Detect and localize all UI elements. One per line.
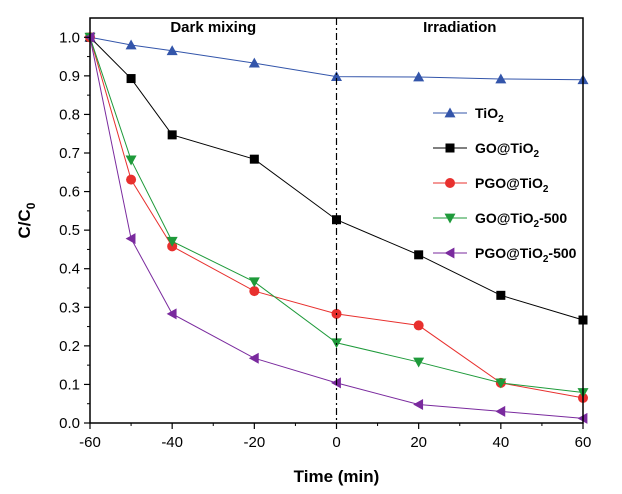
legend-entry: GO@TiO2	[433, 140, 540, 160]
y-tick-label: 0.8	[59, 106, 80, 123]
data-point	[413, 320, 424, 331]
data-point	[125, 155, 137, 166]
data-point	[413, 357, 425, 368]
x-tick-label: 40	[492, 434, 509, 451]
legend-entry: PGO@TiO2-500	[433, 245, 577, 265]
y-tick-label: 0.7	[59, 145, 80, 162]
legend-label-main: GO@TiO	[475, 210, 534, 226]
x-axis-title: Time (min)	[294, 467, 380, 486]
axis-ticks: -60 -40 -20 0 20 40 60 0.0 0.1 0.2 0.3 0.4 0.5 0.6 0.7…	[59, 29, 591, 451]
data-point	[414, 250, 424, 260]
data-point	[249, 286, 260, 297]
data-point	[126, 174, 137, 185]
legend-swatch-marker	[444, 107, 456, 118]
y-tick-label: 0.1	[59, 376, 80, 393]
data-point	[248, 277, 260, 288]
data-point	[166, 308, 177, 320]
legend-label-sub: 2	[534, 219, 540, 230]
legend-swatch-marker	[445, 143, 455, 153]
series-line	[89, 37, 584, 419]
data-point	[125, 233, 136, 245]
legend-entry: GO@TiO2-500	[433, 210, 567, 230]
data-point	[248, 352, 259, 364]
legend-label-sub: 2	[543, 254, 549, 265]
data-point	[331, 71, 342, 82]
data-point	[413, 398, 424, 410]
series-line	[89, 36, 584, 321]
legend-label: PGO@TiO2-500	[475, 245, 577, 265]
legend-swatch-marker	[445, 178, 455, 188]
y-axis-title-subscript: 0	[24, 202, 38, 209]
legend-entry: PGO@TiO2	[433, 175, 549, 195]
y-tick-label: 0.6	[59, 184, 80, 201]
legend: TiO2GO@TiO2PGO@TiO2GO@TiO2-500PGO@TiO2-5…	[433, 105, 577, 265]
x-tick-label: 20	[410, 434, 427, 451]
dark-mixing-label: Dark mixing	[170, 19, 256, 36]
series-line	[89, 37, 584, 399]
data-point	[166, 45, 178, 56]
irradiation-label: Irradiation	[423, 19, 496, 36]
x-tick-label: -60	[79, 434, 101, 451]
legend-label-main: PGO@TiO	[475, 175, 543, 191]
legend-label-sub: 2	[534, 149, 540, 160]
data-point	[495, 378, 507, 389]
legend-label-sub: 2	[498, 114, 504, 125]
data-point	[126, 74, 136, 84]
y-tick-label: 0.9	[59, 68, 80, 85]
data-point	[496, 290, 506, 300]
data-point	[125, 39, 137, 50]
y-tick-label: 1.0	[59, 29, 80, 46]
data-point	[495, 73, 507, 84]
x-tick-label: -40	[161, 434, 183, 451]
legend-label-main: TiO	[475, 105, 498, 121]
data-point	[413, 71, 425, 82]
y-tick-label: 0.5	[59, 222, 80, 239]
legend-label-tail: -500	[539, 210, 567, 226]
y-tick-label: 0.4	[59, 261, 80, 278]
x-tick-label: -20	[243, 434, 265, 451]
legend-label: PGO@TiO2	[475, 175, 549, 195]
y-axis-title-main: C/C	[15, 209, 34, 238]
legend-label: TiO2	[475, 105, 504, 125]
legend-label-sub: 2	[543, 184, 549, 195]
y-tick-label: 0.0	[59, 415, 80, 432]
y-tick-label: 0.2	[59, 338, 80, 355]
series-line	[89, 37, 584, 394]
legend-label-main: PGO@TiO	[475, 245, 543, 261]
data-point	[249, 154, 259, 164]
x-tick-label: 60	[575, 434, 592, 451]
data-point	[248, 57, 260, 68]
series-line	[89, 36, 584, 81]
legend-label-main: GO@TiO	[475, 140, 534, 156]
x-tick-label: 0	[332, 434, 340, 451]
data-point	[495, 405, 506, 417]
y-axis-title: C/C0	[15, 202, 38, 238]
legend-label-tail: -500	[548, 245, 576, 261]
legend-label: GO@TiO2	[475, 140, 540, 160]
y-tick-label: 0.3	[59, 299, 80, 316]
data-point	[166, 236, 178, 247]
legend-label: GO@TiO2-500	[475, 210, 567, 230]
data-point	[167, 130, 177, 140]
legend-swatch-marker	[444, 247, 455, 259]
legend-entry: TiO2	[433, 105, 504, 125]
legend-swatch-marker	[444, 213, 456, 224]
